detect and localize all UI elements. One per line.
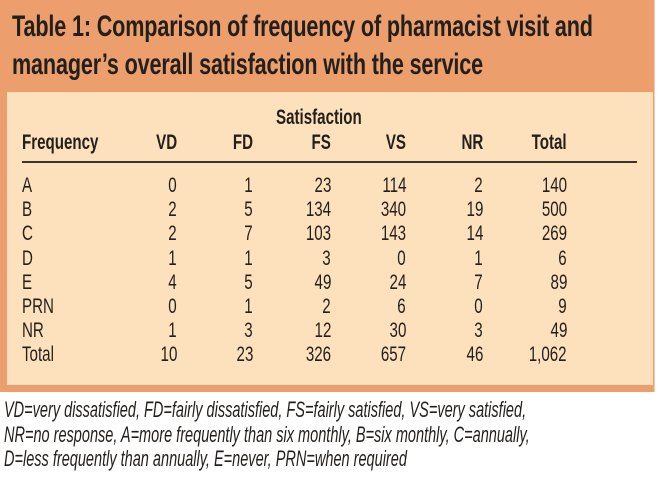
table-cell: 1 [244, 247, 253, 270]
table-cell: 657 [380, 343, 406, 366]
table-cell: 340 [380, 198, 406, 221]
table-title-line-1: Table 1: Comparison of frequency of phar… [12, 10, 593, 43]
table-cell: 3 [322, 247, 331, 270]
column-header-vd: VD [155, 131, 177, 154]
header-rule [22, 161, 637, 163]
table-cell: 3 [244, 319, 253, 342]
table-title-line-2: manager’s overall satisfaction with the … [12, 48, 484, 81]
table-cell: 0 [168, 295, 177, 318]
row-label: Total [22, 343, 54, 366]
table-cell: 269 [541, 222, 567, 245]
table-cell: 1 [168, 319, 177, 342]
table-cell: 12 [314, 319, 331, 342]
column-header-vs: VS [385, 131, 406, 154]
table-cell: 10 [160, 343, 177, 366]
table-cell: 4 [168, 271, 177, 294]
table-cell: 2 [168, 222, 177, 245]
row-label: NR [22, 319, 44, 342]
table-cell: 3 [474, 319, 483, 342]
table-cell: 46 [466, 343, 483, 366]
table-cell: 1,062 [529, 343, 567, 366]
table-cell: 2 [322, 295, 331, 318]
table-cell: 2 [168, 198, 177, 221]
table-title: Table 1: Comparison of frequency of phar… [12, 8, 660, 84]
row-label: B [22, 198, 33, 221]
table-cell: 1 [168, 247, 177, 270]
table-cell: 89 [550, 271, 567, 294]
table-cell: 9 [558, 295, 567, 318]
column-header-nr: NR [461, 131, 483, 154]
table-cell: 114 [381, 174, 406, 197]
column-header-total: Total [532, 131, 567, 154]
table-cell: 6 [558, 247, 567, 270]
row-label: D [22, 247, 33, 270]
table-cell: 0 [474, 295, 483, 318]
table-cell: 6 [397, 295, 406, 318]
row-label: E [22, 271, 33, 294]
table-cell: 1 [244, 174, 253, 197]
table-cell: 1 [244, 295, 253, 318]
table-cell: 14 [466, 222, 483, 245]
row-label: C [22, 222, 33, 245]
table-cell: 326 [305, 343, 331, 366]
column-header-fs: FS [311, 131, 331, 154]
table-cell: 143 [380, 222, 406, 245]
row-label: PRN [22, 295, 54, 318]
table-cell: 23 [236, 343, 253, 366]
table-cell: 103 [305, 222, 331, 245]
table-cell: 19 [466, 198, 483, 221]
table-footnote: VD=very dissatisfied, FD=fairly dissatis… [4, 397, 660, 472]
footnote-line-2: NR=no response, A=more frequently than s… [4, 421, 530, 447]
column-header-frequency: Frequency [22, 131, 99, 154]
column-header-fd: FD [232, 131, 253, 154]
table-cell: 2 [474, 174, 483, 197]
table-cell: 0 [168, 174, 177, 197]
table-cell: 5 [244, 198, 253, 221]
table-cell: 7 [474, 271, 483, 294]
table-cell: 5 [244, 271, 253, 294]
table-cell: 500 [541, 198, 567, 221]
table-panel [7, 92, 653, 385]
table-cell: 24 [389, 271, 406, 294]
table-cell: 49 [314, 271, 331, 294]
table-cell: 0 [397, 247, 406, 270]
table-cell: 7 [244, 222, 253, 245]
table-cell: 49 [550, 319, 567, 342]
satisfaction-group-header: Satisfaction [276, 106, 362, 129]
footnote-line-3: D=less frequently than annually, E=never… [4, 446, 407, 471]
footnote-line-1: VD=very dissatisfied, FD=fairly dissatis… [4, 397, 527, 422]
table-cell: 30 [389, 319, 406, 342]
table-cell: 140 [541, 174, 567, 197]
table-cell: 23 [314, 174, 331, 197]
table-cell: 1 [474, 247, 483, 270]
row-label: A [22, 174, 33, 197]
table-cell: 134 [305, 198, 331, 221]
